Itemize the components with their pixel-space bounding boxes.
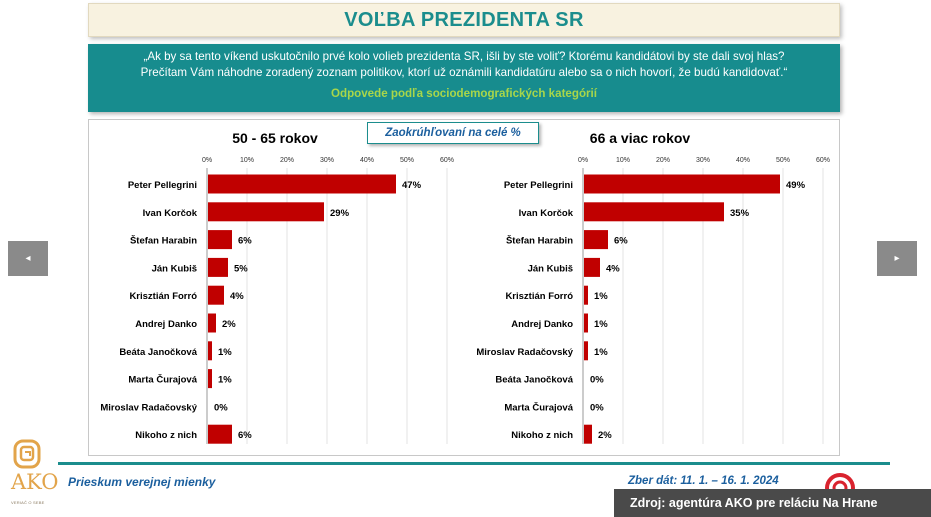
previous-slide-button[interactable]: ◂ (8, 241, 48, 276)
data-label: 47% (402, 180, 422, 191)
category-label: Beáta Janočková (495, 375, 573, 386)
data-label: 1% (218, 375, 232, 386)
x-tick-label: 60% (816, 157, 830, 164)
x-tick-label: 50% (400, 157, 414, 164)
next-slide-button[interactable]: ▸ (877, 241, 917, 276)
bar (208, 285, 224, 305)
data-label: 4% (230, 291, 244, 302)
data-label: 1% (218, 347, 232, 358)
category-label: Andrej Danko (135, 319, 197, 330)
data-label: 0% (214, 402, 228, 413)
category-label: Marta Čurajová (504, 401, 573, 413)
bar (208, 202, 324, 222)
bar (584, 174, 780, 194)
data-label: 0% (590, 402, 604, 413)
data-label: 0% (590, 375, 604, 386)
footer-survey-label: Prieskum verejnej mienky (68, 475, 216, 489)
category-label: Krisztián Forró (129, 291, 197, 302)
x-tick-label: 40% (736, 157, 750, 164)
category-label: Štefan Harabin (506, 235, 573, 247)
question-box: „Ak by sa tento víkend uskutočnilo prvé … (88, 44, 840, 112)
bar (584, 424, 592, 444)
category-label: Nikoho z nich (511, 430, 573, 441)
data-label: 35% (730, 208, 750, 219)
category-label: Beáta Janočková (119, 347, 197, 358)
data-label: 6% (238, 430, 252, 441)
rounding-note: Zaokrúhľovaní na celé % (367, 122, 539, 144)
slide-title: VOĽBA PREZIDENTA SR (344, 8, 584, 31)
category-label: Peter Pellegrini (128, 180, 197, 191)
category-label: Ivan Korčok (143, 208, 198, 219)
slide-title-band: VOĽBA PREZIDENTA SR (88, 3, 840, 37)
x-tick-label: 50% (776, 157, 790, 164)
x-tick-label: 40% (360, 157, 374, 164)
bar (208, 369, 212, 389)
arrow-left-icon: ◂ (25, 253, 31, 264)
category-label: Ján Kubiš (528, 263, 573, 274)
x-tick-label: 60% (440, 157, 454, 164)
category-label: Miroslav Radačovský (476, 347, 573, 358)
bar (584, 285, 588, 305)
question-line-2: Prečítam Vám náhodne zoradený zoznam pol… (140, 66, 788, 79)
category-label: Štefan Harabin (130, 235, 197, 247)
logo-tagline: VERIAČ O SEBE (11, 500, 45, 505)
category-label: Miroslav Radačovský (100, 402, 197, 413)
bar (208, 313, 216, 333)
logo-wordmark: AKO (11, 470, 59, 494)
chart-title: 50 - 65 rokov (232, 130, 318, 146)
chart-title: 66 a viac rokov (590, 130, 691, 146)
x-tick-label: 0% (578, 157, 588, 164)
bar (584, 257, 600, 277)
bar (584, 313, 588, 333)
x-tick-label: 20% (280, 157, 294, 164)
data-label: 49% (786, 180, 806, 191)
question-line-1: „Ak by sa tento víkend uskutočnilo prvé … (143, 50, 785, 63)
bar (584, 230, 608, 250)
x-tick-label: 10% (616, 157, 630, 164)
footer-divider (58, 462, 890, 465)
category-label: Andrej Danko (511, 319, 573, 330)
category-label: Krisztián Forró (505, 291, 573, 302)
data-label: 1% (594, 347, 608, 358)
bar (584, 202, 724, 222)
category-label: Ivan Korčok (519, 208, 574, 219)
bar (208, 257, 228, 277)
category-label: Peter Pellegrini (504, 180, 573, 191)
x-tick-label: 30% (320, 157, 334, 164)
data-label: 6% (614, 236, 628, 247)
category-label: Ján Kubiš (152, 263, 197, 274)
arrow-right-icon: ▸ (894, 253, 900, 264)
data-label: 6% (238, 236, 252, 247)
data-label: 29% (330, 208, 350, 219)
data-label: 1% (594, 291, 608, 302)
bar (208, 424, 232, 444)
bar (208, 174, 396, 194)
data-label: 5% (234, 263, 248, 274)
bar (208, 230, 232, 250)
bar (584, 341, 588, 361)
data-label: 4% (606, 263, 620, 274)
x-tick-label: 0% (202, 157, 212, 164)
footer-collection-dates: Zber dát: 11. 1. – 16. 1. 2024 (628, 475, 779, 487)
data-label: 2% (222, 319, 236, 330)
x-tick-label: 30% (696, 157, 710, 164)
data-label: 1% (594, 319, 608, 330)
bar (208, 341, 212, 361)
data-label: 2% (598, 430, 612, 441)
x-tick-label: 20% (656, 157, 670, 164)
category-label: Marta Čurajová (128, 374, 197, 386)
source-caption: Zdroj: agentúra AKO pre reláciu Na Hrane (614, 489, 931, 517)
question-subtitle: Odpovede podľa sociodemografických kateg… (330, 87, 598, 100)
ako-logo-icon (13, 439, 41, 469)
x-tick-label: 10% (240, 157, 254, 164)
category-label: Nikoho z nich (135, 430, 197, 441)
